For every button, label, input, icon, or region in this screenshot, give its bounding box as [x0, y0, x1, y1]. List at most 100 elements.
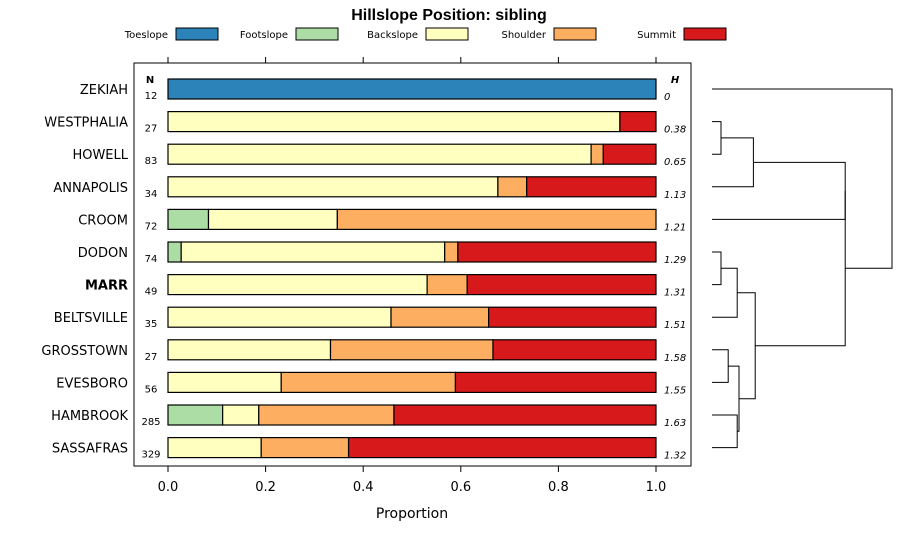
bar-hambrook-summit: [393, 404, 657, 426]
dendrogram-branch-9: [712, 161, 846, 220]
h-value-dodon: 1.29: [664, 255, 686, 266]
bar-howell-backslope: [167, 143, 592, 165]
bar-marr-summit: [466, 274, 657, 296]
bar-westphalia-backslope: [167, 110, 621, 133]
x-tick-label-0: 0.0: [158, 480, 179, 495]
dendrogram-branch-11: [712, 88, 893, 269]
legend-swatch-toeslope: [175, 27, 219, 41]
row-label-grosstown: GROSSTOWN: [41, 344, 128, 359]
row-label-beltsville: BELTSVILLE: [54, 311, 128, 326]
plot-frame: [133, 62, 692, 467]
dendrogram-branch-10: [755, 190, 846, 347]
bar-westphalia-summit: [619, 110, 657, 133]
bar-sassafras-shoulder: [260, 437, 350, 459]
bar-grosstown-summit: [492, 339, 657, 361]
bar-howell-summit: [602, 143, 657, 165]
bar-sassafras-backslope: [167, 437, 262, 459]
n-value-zekiah: 12: [145, 91, 158, 102]
legend-label-shoulder: Shoulder: [501, 30, 546, 41]
bar-marr-shoulder: [426, 274, 468, 296]
bar-grosstown-backslope: [167, 339, 332, 361]
bar-dodon-summit: [457, 241, 657, 263]
n-value-dodon: 74: [145, 254, 158, 265]
n-value-annapolis: 34: [145, 189, 158, 200]
bar-croom-backslope: [207, 208, 338, 230]
legend: Toeslope Footslope Backslope Shoulder Summit: [124, 27, 727, 41]
n-value-howell: 83: [145, 156, 158, 167]
bar-zekiah-toeslope: [167, 78, 657, 100]
x-axis-title: Proportion: [376, 506, 448, 522]
dendrogram-branch-1: [712, 121, 722, 155]
bar-grosstown-shoulder: [329, 339, 494, 361]
n-value-sassafras: 329: [141, 450, 160, 461]
bar-howell-shoulder: [590, 143, 604, 165]
dendrogram-branch-8: [737, 292, 756, 400]
chart-title: Hillslope Position: sibling: [351, 7, 547, 24]
h-value-sassafras: 1.32: [664, 451, 686, 462]
h-value-grosstown: 1.58: [664, 353, 686, 364]
row-labels: ZEKIAH 12 0 WESTPHALIA 27 0.38 HOWELL 83 0.65 ANN…: [41, 83, 686, 462]
bar-beltsville-summit: [488, 306, 657, 328]
x-tick-label-1: 0.2: [255, 480, 276, 495]
bar-hambrook-footslope: [167, 404, 224, 426]
legend-label-footslope: Footslope: [240, 30, 288, 41]
x-axis: 0.0 0.2 0.4 0.6 0.8 1.0: [158, 57, 667, 495]
n-value-evesboro: 56: [145, 384, 158, 395]
dendrogram-branch-2: [712, 251, 722, 286]
n-value-grosstown: 27: [145, 352, 158, 363]
bar-beltsville-shoulder: [390, 306, 490, 328]
h-value-annapolis: 1.13: [664, 190, 686, 201]
bar-hambrook-backslope: [222, 404, 260, 426]
bar-sassafras-summit: [347, 437, 657, 459]
x-tick-label-2: 0.4: [353, 480, 374, 495]
dendrogram-branch-6: [712, 267, 738, 318]
bar-annapolis-backslope: [167, 176, 499, 198]
bar-croom-shoulder: [336, 208, 657, 230]
h-value-howell: 0.65: [664, 157, 686, 168]
n-column-header: N: [146, 75, 154, 86]
row-label-dodon: DODON: [78, 246, 128, 261]
legend-swatch-backslope: [425, 27, 469, 41]
legend-label-backslope: Backslope: [367, 30, 418, 41]
bar-evesboro-summit: [454, 371, 657, 393]
n-value-hambrook: 285: [141, 417, 160, 428]
h-value-marr: 1.31: [664, 288, 686, 299]
bar-dodon-shoulder: [444, 241, 459, 263]
row-label-annapolis: ANNAPOLIS: [53, 181, 128, 196]
legend-swatch-summit: [683, 27, 727, 41]
row-label-evesboro: EVESBORO: [56, 376, 128, 391]
dendrogram-branch-3: [712, 349, 729, 383]
row-label-westphalia: WESTPHALIA: [44, 116, 128, 131]
n-value-marr: 49: [145, 287, 158, 298]
n-value-westphalia: 27: [145, 124, 158, 135]
legend-swatch-shoulder: [553, 27, 597, 41]
h-value-hambrook: 1.63: [664, 418, 686, 429]
row-label-zekiah: ZEKIAH: [80, 83, 128, 98]
bar-evesboro-backslope: [167, 371, 282, 393]
row-label-howell: HOWELL: [72, 148, 128, 163]
n-value-croom: 72: [145, 221, 158, 232]
dendrogram: [712, 88, 893, 449]
x-tick-label-4: 0.8: [548, 480, 569, 495]
bar-croom-footslope: [167, 208, 210, 230]
row-label-marr: MARR: [85, 279, 128, 294]
legend-label-toeslope: Toeslope: [124, 30, 168, 41]
legend-label-summit: Summit: [637, 30, 676, 41]
h-column-header: H: [671, 75, 680, 86]
h-value-westphalia: 0.38: [664, 125, 686, 136]
h-value-croom: 1.21: [664, 222, 686, 233]
legend-swatch-footslope: [295, 27, 339, 41]
n-value-beltsville: 35: [145, 319, 158, 330]
bar-beltsville-backslope: [167, 306, 392, 328]
bar-hambrook-shoulder: [258, 404, 395, 426]
dendrogram-branch-5: [712, 137, 754, 188]
row-label-hambrook: HAMBROOK: [51, 409, 128, 424]
x-tick-label-5: 1.0: [646, 480, 667, 495]
bar-annapolis-shoulder: [497, 176, 528, 198]
h-value-evesboro: 1.55: [664, 385, 686, 396]
bar-marr-backslope: [167, 274, 428, 296]
bars: [167, 78, 657, 459]
row-label-sassafras: SASSAFRAS: [52, 442, 128, 457]
bar-dodon-footslope: [167, 241, 182, 263]
